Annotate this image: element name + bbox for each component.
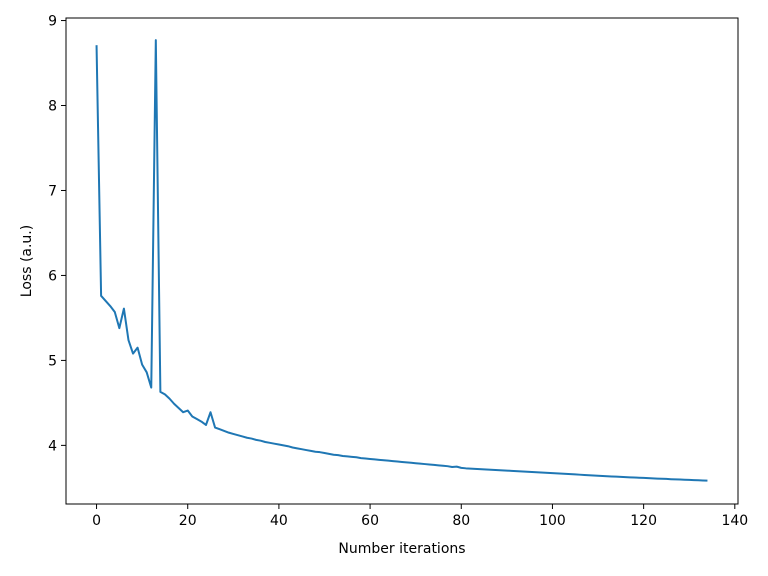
y-axis-label: Loss (a.u.) xyxy=(19,225,35,297)
x-tick-label: 60 xyxy=(361,513,379,529)
y-tick-label: 6 xyxy=(48,268,57,284)
x-tick-label: 120 xyxy=(630,513,657,529)
x-tick-label: 0 xyxy=(92,513,101,529)
y-tick-label: 9 xyxy=(48,14,57,30)
y-tick-label: 4 xyxy=(48,438,57,454)
x-tick-label: 140 xyxy=(721,513,748,529)
y-tick-label: 5 xyxy=(48,353,57,369)
y-tick-label: 7 xyxy=(48,183,57,199)
axes-frame xyxy=(65,17,739,505)
x-axis-label: Number iterations xyxy=(338,541,465,557)
x-tick-label: 100 xyxy=(539,513,566,529)
x-tick-label: 20 xyxy=(179,513,197,529)
line-series xyxy=(95,39,708,482)
x-tick-label: 80 xyxy=(452,513,470,529)
x-tick-label: 40 xyxy=(270,513,288,529)
y-tick-label: 8 xyxy=(48,99,57,115)
